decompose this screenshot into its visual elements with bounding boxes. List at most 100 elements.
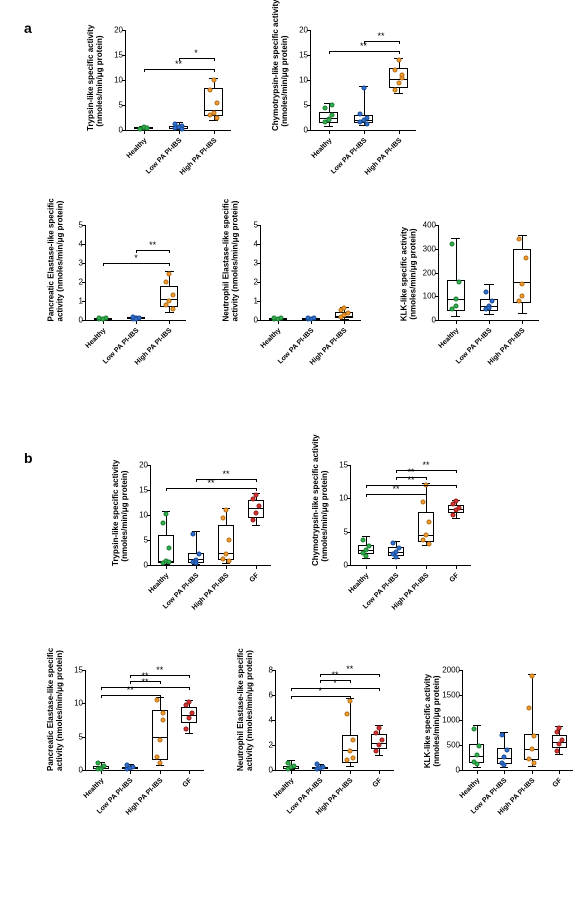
- data-point: [278, 316, 283, 321]
- data-point: [559, 737, 564, 742]
- data-point: [345, 311, 350, 316]
- plot-area: 02468HealthyLow PA PI-IBSHigh PA PI-IBSG…: [275, 670, 394, 771]
- data-point: [424, 533, 429, 538]
- figure-root: a b Trypsin-like specific activity (nmol…: [0, 0, 577, 900]
- ytick-label: 5: [119, 101, 126, 110]
- chart-a-klk: KLK-like specific activity (nmoles/min/μ…: [438, 225, 538, 320]
- ytick-label: 15: [339, 461, 351, 470]
- data-point: [527, 705, 532, 710]
- data-point: [396, 58, 401, 63]
- chart-a-trypsin: Trypsin-like specific activity (nmoles/m…: [125, 30, 230, 130]
- data-point: [272, 315, 277, 320]
- data-point: [499, 733, 504, 738]
- data-point: [208, 88, 213, 93]
- sig-label: **: [156, 666, 163, 675]
- data-point: [187, 716, 192, 721]
- data-point: [315, 762, 320, 767]
- data-point: [224, 508, 229, 513]
- data-point: [557, 742, 562, 747]
- data-point: [361, 537, 366, 542]
- chart-b-panc: Pancreatic Elastase-like specific activi…: [85, 670, 203, 770]
- ylabel: Trypsin-like specific activity (nmoles/m…: [111, 466, 129, 566]
- ylabel: KLK-like specific activity (nmoles/min/μ…: [399, 226, 417, 321]
- ytick-label: 5: [79, 221, 86, 230]
- ytick-label: 1500: [442, 691, 463, 700]
- ytick-label: 200: [423, 268, 439, 277]
- sig-label: **: [222, 470, 229, 479]
- data-point: [329, 113, 334, 118]
- data-point: [374, 730, 379, 735]
- data-point: [374, 749, 379, 754]
- sig-label: *: [194, 49, 198, 58]
- ytick-label: 20: [299, 26, 311, 35]
- data-point: [160, 718, 165, 723]
- xlabel: High PA PI-IBS: [375, 572, 431, 628]
- data-point: [380, 738, 385, 743]
- plot-area: 051015HealthyLow PA PI-IBSHigh PA PI-IBS…: [85, 670, 204, 771]
- data-point: [532, 734, 537, 739]
- chart-b-trypsin: Trypsin-like specific activity (nmoles/m…: [150, 465, 270, 565]
- ytick-label: 6: [269, 691, 276, 700]
- data-point: [184, 726, 189, 731]
- data-point: [187, 700, 192, 705]
- data-point: [474, 753, 479, 758]
- data-point: [326, 118, 331, 123]
- data-point: [100, 317, 105, 322]
- plot-area: 05101520HealthyLow PA PI-IBSHigh PA PI-I…: [150, 465, 271, 566]
- ytick-label: 10: [339, 494, 351, 503]
- data-point: [347, 749, 352, 754]
- ytick-label: 4: [254, 240, 261, 249]
- ytick-label: 5: [344, 527, 351, 536]
- data-point: [502, 755, 507, 760]
- data-point: [170, 293, 175, 298]
- data-point: [312, 316, 317, 321]
- panel-label-a: a: [24, 20, 32, 36]
- ytick-label: 400: [423, 221, 439, 230]
- xlabel: Low PA PI-IBS: [145, 572, 201, 628]
- xlabel: Healthy: [226, 327, 282, 383]
- data-point: [394, 555, 399, 560]
- data-point: [490, 299, 495, 304]
- data-point: [477, 744, 482, 749]
- chart-a-panc: Pancreatic Elastase-like specific activi…: [85, 225, 185, 320]
- data-point: [342, 305, 347, 310]
- data-point: [450, 242, 455, 247]
- sig-label: **: [207, 479, 214, 488]
- data-point: [557, 725, 562, 730]
- chart-a-neut: Neutrophil Elastase-like specific activi…: [260, 225, 360, 320]
- ytick-label: 3: [254, 259, 261, 268]
- ytick-label: 1: [254, 297, 261, 306]
- ytick-label: 10: [114, 76, 126, 85]
- plot-area: 051015HealthyLow PA PI-IBSHigh PA PI-IBS…: [350, 465, 471, 566]
- data-point: [453, 296, 458, 301]
- ylabel: Pancreatic Elastase-like specific activi…: [46, 226, 64, 321]
- data-point: [154, 698, 159, 703]
- sig-label: **: [331, 671, 338, 680]
- panel-label-b: b: [24, 450, 33, 466]
- data-point: [454, 499, 459, 504]
- xlabel: Healthy: [51, 327, 107, 383]
- data-point: [472, 727, 477, 732]
- xlabel: Low PA PI-IBS: [79, 777, 135, 833]
- data-point: [194, 561, 199, 566]
- sig-label: **: [149, 241, 156, 250]
- data-point: [344, 758, 349, 763]
- xlabel: GF: [205, 572, 261, 628]
- sig-label: *: [318, 687, 322, 696]
- chart-a-chymo: Chymotrypsin-like specific activity (nmo…: [310, 30, 415, 130]
- ytick-label: 15: [299, 51, 311, 60]
- data-point: [164, 512, 169, 517]
- data-point: [291, 764, 296, 769]
- data-point: [211, 78, 216, 83]
- xlabel: Healthy: [404, 327, 460, 383]
- sig-label: **: [141, 672, 148, 681]
- sig-label: **: [346, 665, 353, 674]
- data-point: [350, 738, 355, 743]
- data-point: [426, 519, 431, 524]
- data-point: [329, 103, 334, 108]
- xlabel: Low PA PI-IBS: [269, 777, 325, 833]
- data-point: [502, 762, 507, 767]
- ytick-label: 5: [144, 536, 151, 545]
- data-point: [161, 520, 166, 525]
- data-point: [160, 711, 165, 716]
